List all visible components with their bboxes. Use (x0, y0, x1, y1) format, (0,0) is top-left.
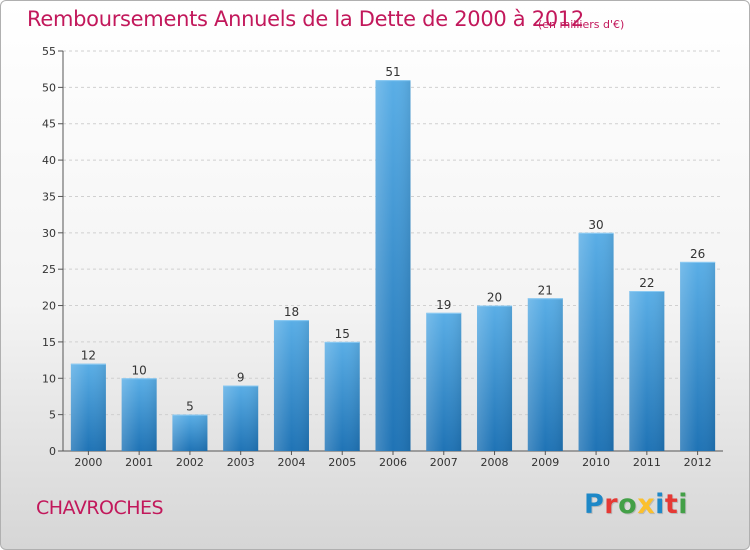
x-tick-label: 2002 (176, 456, 204, 469)
y-tick-label: 25 (42, 263, 56, 276)
bar-shine (121, 378, 157, 451)
proxiti-logo[interactable]: Proxiti (584, 489, 688, 520)
x-tick-label: 2009 (531, 456, 559, 469)
x-tick-label: 2003 (227, 456, 255, 469)
data-label: 19 (436, 298, 451, 312)
bar-shine (426, 312, 462, 451)
labels: 0 5 10 15 20 25 30 35 40 45 50 55 12 2000 10 2001 5 2002 9… (42, 45, 712, 469)
y-tick-label: 35 (42, 190, 56, 203)
bar-shine (70, 363, 106, 451)
place-name: CHAVROCHES (36, 497, 164, 519)
y-tick-label: 10 (42, 372, 56, 385)
bar-shine (629, 291, 665, 451)
data-label: 21 (538, 283, 553, 297)
x-tick-label: 2007 (430, 456, 458, 469)
logo-letter: o (618, 489, 638, 520)
chart-subtitle: (en milliers d'€) (538, 18, 625, 31)
y-tick-label: 45 (42, 118, 56, 131)
logo-letter: i (678, 489, 689, 520)
x-tick-label: 2000 (74, 456, 102, 469)
bar-shine (578, 232, 614, 451)
chart-title: Remboursements Annuels de la Dette de 20… (27, 7, 584, 31)
x-tick-label: 2004 (277, 456, 305, 469)
data-label: 9 (237, 371, 245, 385)
data-label: 51 (385, 65, 400, 79)
bar-shine (527, 298, 563, 451)
bar-shine (375, 80, 411, 451)
logo-letter: P (584, 489, 605, 520)
data-label: 20 (487, 291, 502, 305)
y-tick-label: 5 (49, 409, 56, 422)
x-tick-label: 2012 (684, 456, 712, 469)
bars (70, 80, 716, 451)
bar-shine (680, 261, 716, 451)
logo-letter: r (604, 489, 619, 520)
data-label: 26 (690, 247, 705, 261)
y-tick-label: 20 (42, 300, 56, 313)
bar-shine (273, 320, 309, 451)
data-label: 18 (284, 305, 299, 319)
x-tick-label: 2008 (481, 456, 509, 469)
y-tick-label: 30 (42, 227, 56, 240)
x-tick-label: 2001 (125, 456, 153, 469)
x-tick-label: 2011 (633, 456, 661, 469)
y-tick-label: 0 (49, 445, 56, 458)
y-tick-label: 55 (42, 45, 56, 58)
data-label: 5 (186, 400, 194, 414)
x-tick-label: 2010 (582, 456, 610, 469)
logo-letter: i (655, 489, 665, 520)
bar-shine (477, 305, 513, 451)
bar-shine (324, 341, 360, 451)
y-tick-label: 40 (42, 154, 56, 167)
bar-shine (223, 385, 259, 451)
data-label: 10 (132, 363, 147, 377)
y-tick-label: 15 (42, 336, 56, 349)
data-label: 12 (81, 349, 96, 363)
logo-letter: x (637, 489, 656, 520)
x-tick-label: 2006 (379, 456, 407, 469)
data-label: 15 (335, 327, 350, 341)
logo-letter: t (664, 489, 679, 520)
data-label: 22 (639, 276, 654, 290)
x-tick-label: 2005 (328, 456, 356, 469)
bar-shine (172, 414, 208, 451)
y-tick-label: 50 (42, 81, 56, 94)
data-label: 30 (588, 218, 603, 232)
